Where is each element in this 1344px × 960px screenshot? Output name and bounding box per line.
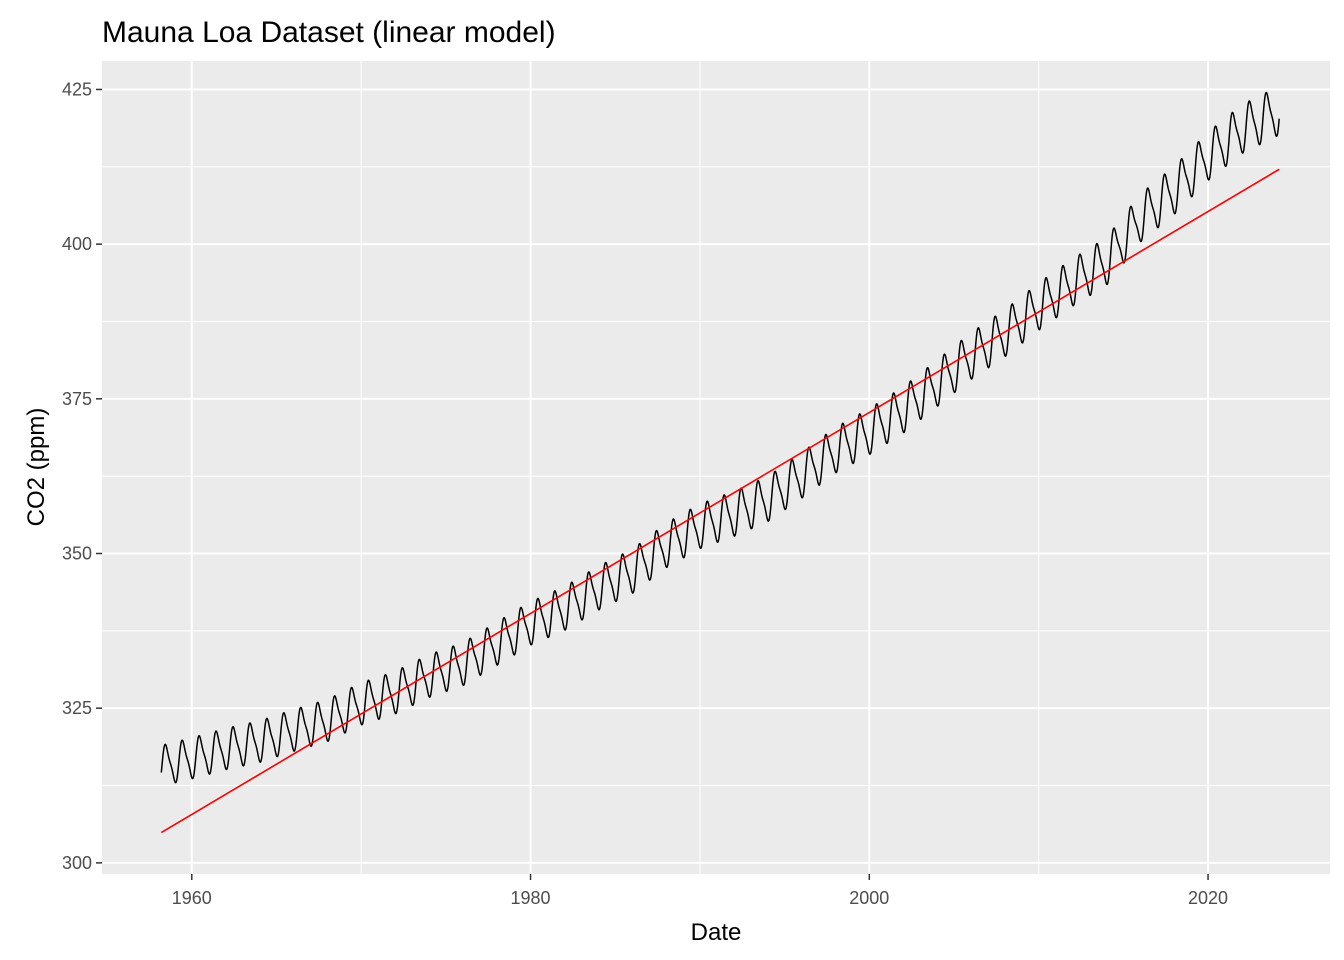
y-tick-label: 400 bbox=[62, 234, 92, 254]
observed-series-line bbox=[160, 91, 1280, 784]
y-axis: 300 325 350 375 400 425 bbox=[62, 79, 102, 873]
linear-fit-line bbox=[160, 168, 1280, 834]
x-axis-title: Date bbox=[691, 919, 742, 946]
x-tick-label: 2020 bbox=[1188, 888, 1228, 908]
grid-minor bbox=[102, 61, 1330, 874]
y-tick-label: 375 bbox=[62, 389, 92, 409]
x-tick-label: 1960 bbox=[172, 888, 212, 908]
x-axis: 1960 1980 2000 2020 bbox=[172, 874, 1228, 908]
y-tick-label: 325 bbox=[62, 698, 92, 718]
chart-title: Mauna Loa Dataset (linear model) bbox=[102, 16, 556, 49]
y-tick-label: 300 bbox=[62, 853, 92, 873]
plot-panel bbox=[102, 61, 1330, 874]
y-axis-title: CO2 (ppm) bbox=[23, 408, 50, 527]
y-tick-label: 425 bbox=[62, 79, 92, 99]
y-tick-label: 350 bbox=[62, 544, 92, 564]
grid-major bbox=[102, 61, 1330, 874]
series-layer bbox=[160, 91, 1280, 834]
x-tick-label: 2000 bbox=[849, 888, 889, 908]
x-tick-label: 1980 bbox=[511, 888, 551, 908]
